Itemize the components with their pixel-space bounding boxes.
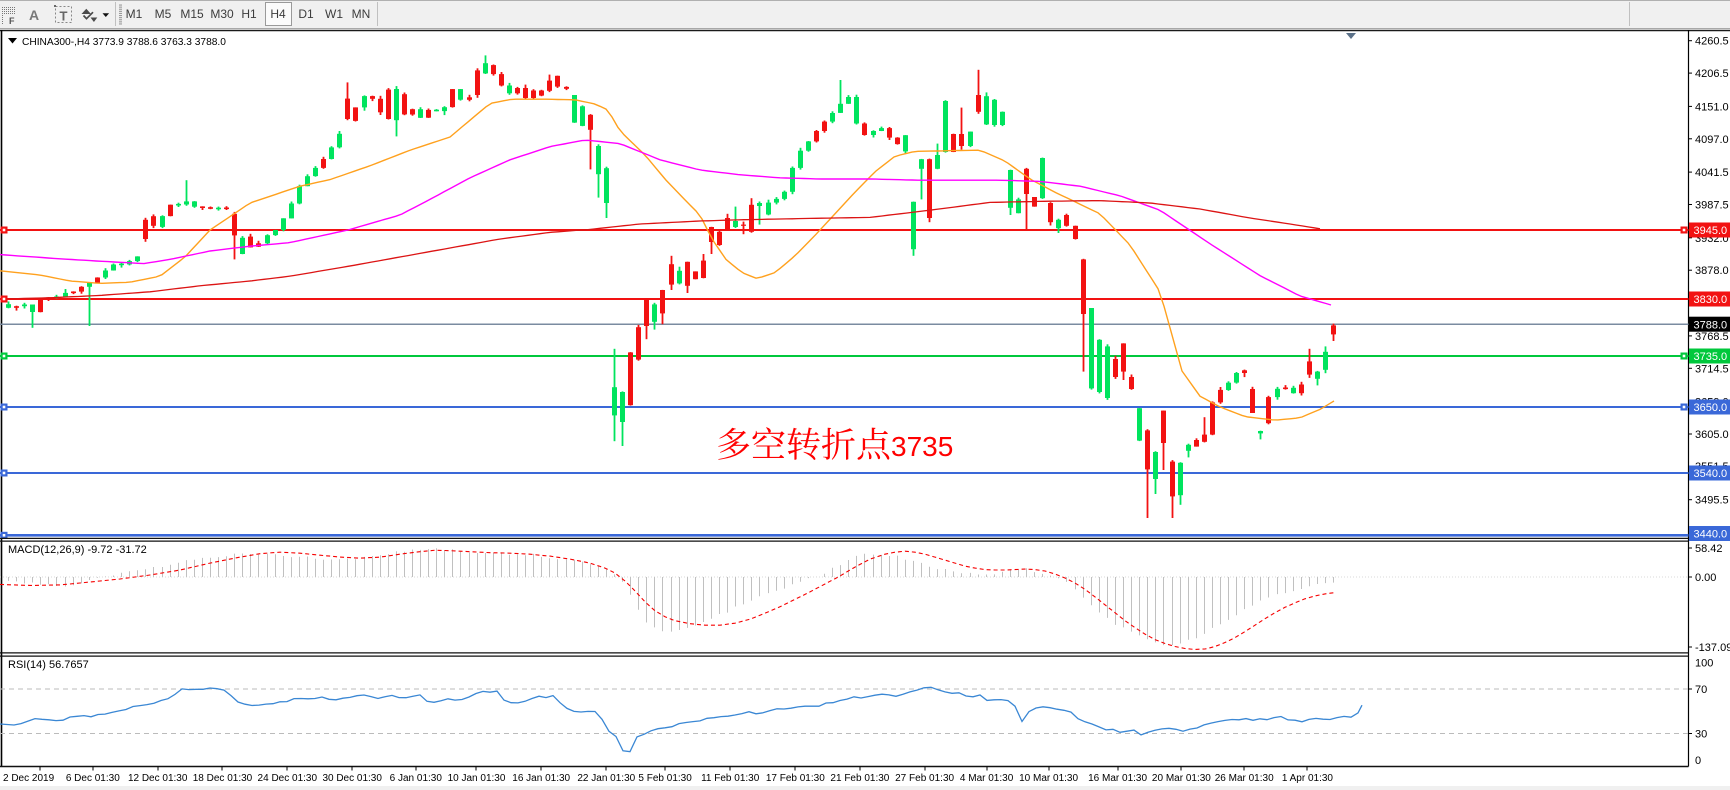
svg-text:16 Mar 01:30: 16 Mar 01:30	[1088, 773, 1147, 784]
svg-text:A: A	[29, 7, 39, 23]
svg-text:4151.0: 4151.0	[1695, 101, 1729, 113]
svg-text:10 Mar 01:30: 10 Mar 01:30	[1019, 773, 1078, 784]
svg-text:W1: W1	[325, 7, 343, 21]
svg-text:M5: M5	[155, 7, 172, 21]
svg-text:22 Jan 01:30: 22 Jan 01:30	[577, 773, 635, 784]
svg-text:3987.5: 3987.5	[1695, 200, 1729, 212]
svg-text:M1: M1	[126, 7, 143, 21]
svg-text:3714.5: 3714.5	[1695, 363, 1729, 375]
svg-text:4260.5: 4260.5	[1695, 36, 1729, 48]
svg-text:24 Dec 01:30: 24 Dec 01:30	[258, 773, 318, 784]
svg-text:4041.5: 4041.5	[1695, 167, 1729, 179]
svg-text:D1: D1	[298, 7, 314, 21]
svg-text:0: 0	[1695, 755, 1701, 767]
svg-text:2 Dec 2019: 2 Dec 2019	[3, 773, 55, 784]
svg-text:27 Feb 01:30: 27 Feb 01:30	[895, 773, 954, 784]
svg-text:H4: H4	[270, 7, 286, 21]
svg-text:10 Jan 01:30: 10 Jan 01:30	[448, 773, 506, 784]
svg-text:3540.0: 3540.0	[1694, 468, 1728, 480]
svg-text:3495.5: 3495.5	[1695, 495, 1729, 507]
svg-text:30 Dec 01:30: 30 Dec 01:30	[322, 773, 382, 784]
svg-text:CHINA300-,H4 3773.9 3788.6 37: CHINA300-,H4 3773.9 3788.6 3763.3 3788.0	[22, 37, 226, 48]
svg-text:3735.0: 3735.0	[1694, 351, 1728, 363]
svg-text:3878.0: 3878.0	[1695, 265, 1729, 277]
svg-text:4206.5: 4206.5	[1695, 68, 1729, 80]
svg-text:M30: M30	[210, 7, 234, 21]
svg-text:20 Mar 01:30: 20 Mar 01:30	[1152, 773, 1211, 784]
svg-text:H1: H1	[241, 7, 257, 21]
svg-text:4097.0: 4097.0	[1695, 134, 1729, 146]
svg-text:0.00: 0.00	[1695, 572, 1716, 584]
svg-text:3735: 3735	[891, 431, 953, 462]
svg-text:26 Mar 01:30: 26 Mar 01:30	[1215, 773, 1274, 784]
svg-text:16 Jan 01:30: 16 Jan 01:30	[512, 773, 570, 784]
svg-text:21 Feb 01:30: 21 Feb 01:30	[830, 773, 889, 784]
svg-text:11 Feb 01:30: 11 Feb 01:30	[701, 773, 760, 784]
svg-text:12 Dec 01:30: 12 Dec 01:30	[128, 773, 188, 784]
svg-text:T: T	[60, 9, 68, 24]
svg-text:58.42: 58.42	[1695, 543, 1723, 555]
svg-text:3788.0: 3788.0	[1694, 319, 1728, 331]
svg-text:18 Dec 01:30: 18 Dec 01:30	[193, 773, 253, 784]
svg-text:3768.5: 3768.5	[1695, 331, 1729, 343]
svg-text:F: F	[9, 16, 15, 26]
svg-text:MACD(12,26,9) -9.72 -31.72: MACD(12,26,9) -9.72 -31.72	[8, 544, 147, 556]
svg-text:3650.0: 3650.0	[1694, 402, 1728, 414]
svg-text:3830.0: 3830.0	[1694, 294, 1728, 306]
svg-text:30: 30	[1695, 729, 1707, 741]
svg-text:6 Jan 01:30: 6 Jan 01:30	[390, 773, 443, 784]
svg-text:1 Apr 01:30: 1 Apr 01:30	[1282, 773, 1334, 784]
svg-text:5 Feb 01:30: 5 Feb 01:30	[638, 773, 692, 784]
svg-text:6 Dec 01:30: 6 Dec 01:30	[66, 773, 120, 784]
svg-text:3945.0: 3945.0	[1694, 225, 1728, 237]
svg-text:4 Mar 01:30: 4 Mar 01:30	[960, 773, 1014, 784]
svg-text:M15: M15	[180, 7, 204, 21]
svg-text:3440.0: 3440.0	[1694, 529, 1728, 541]
svg-text:MN: MN	[352, 7, 371, 21]
svg-text:17 Feb 01:30: 17 Feb 01:30	[766, 773, 825, 784]
svg-text:3605.0: 3605.0	[1695, 429, 1729, 441]
svg-text:RSI(14) 56.7657: RSI(14) 56.7657	[8, 659, 89, 671]
svg-text:-137.09: -137.09	[1695, 642, 1730, 654]
svg-text:70: 70	[1695, 684, 1707, 696]
svg-text:100: 100	[1695, 658, 1713, 670]
